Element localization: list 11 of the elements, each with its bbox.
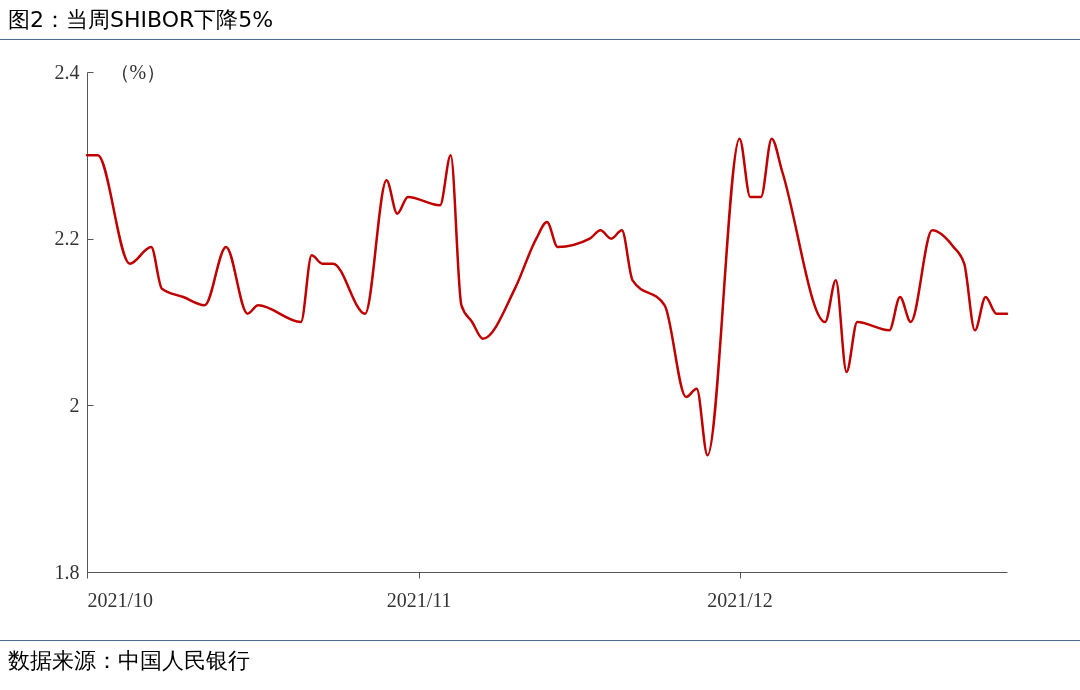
y-tick-label: 2.4 bbox=[54, 60, 80, 83]
source-note: 数据来源：中国人民银行 bbox=[0, 640, 1080, 681]
x-tick-label: 2021/11 bbox=[386, 588, 452, 611]
y-tick-label: 2.2 bbox=[54, 227, 80, 250]
x-tick-label: 2021/12 bbox=[707, 588, 773, 611]
chart-title: 图2：当周SHIBOR下降5% bbox=[0, 0, 1080, 40]
x-tick-label: 2021/10 bbox=[87, 588, 154, 611]
y-axis-title: （%） bbox=[109, 60, 167, 83]
line-series bbox=[85, 137, 1009, 457]
y-tick-label: 2 bbox=[69, 393, 80, 416]
y-tick-label: 1.8 bbox=[54, 560, 80, 583]
